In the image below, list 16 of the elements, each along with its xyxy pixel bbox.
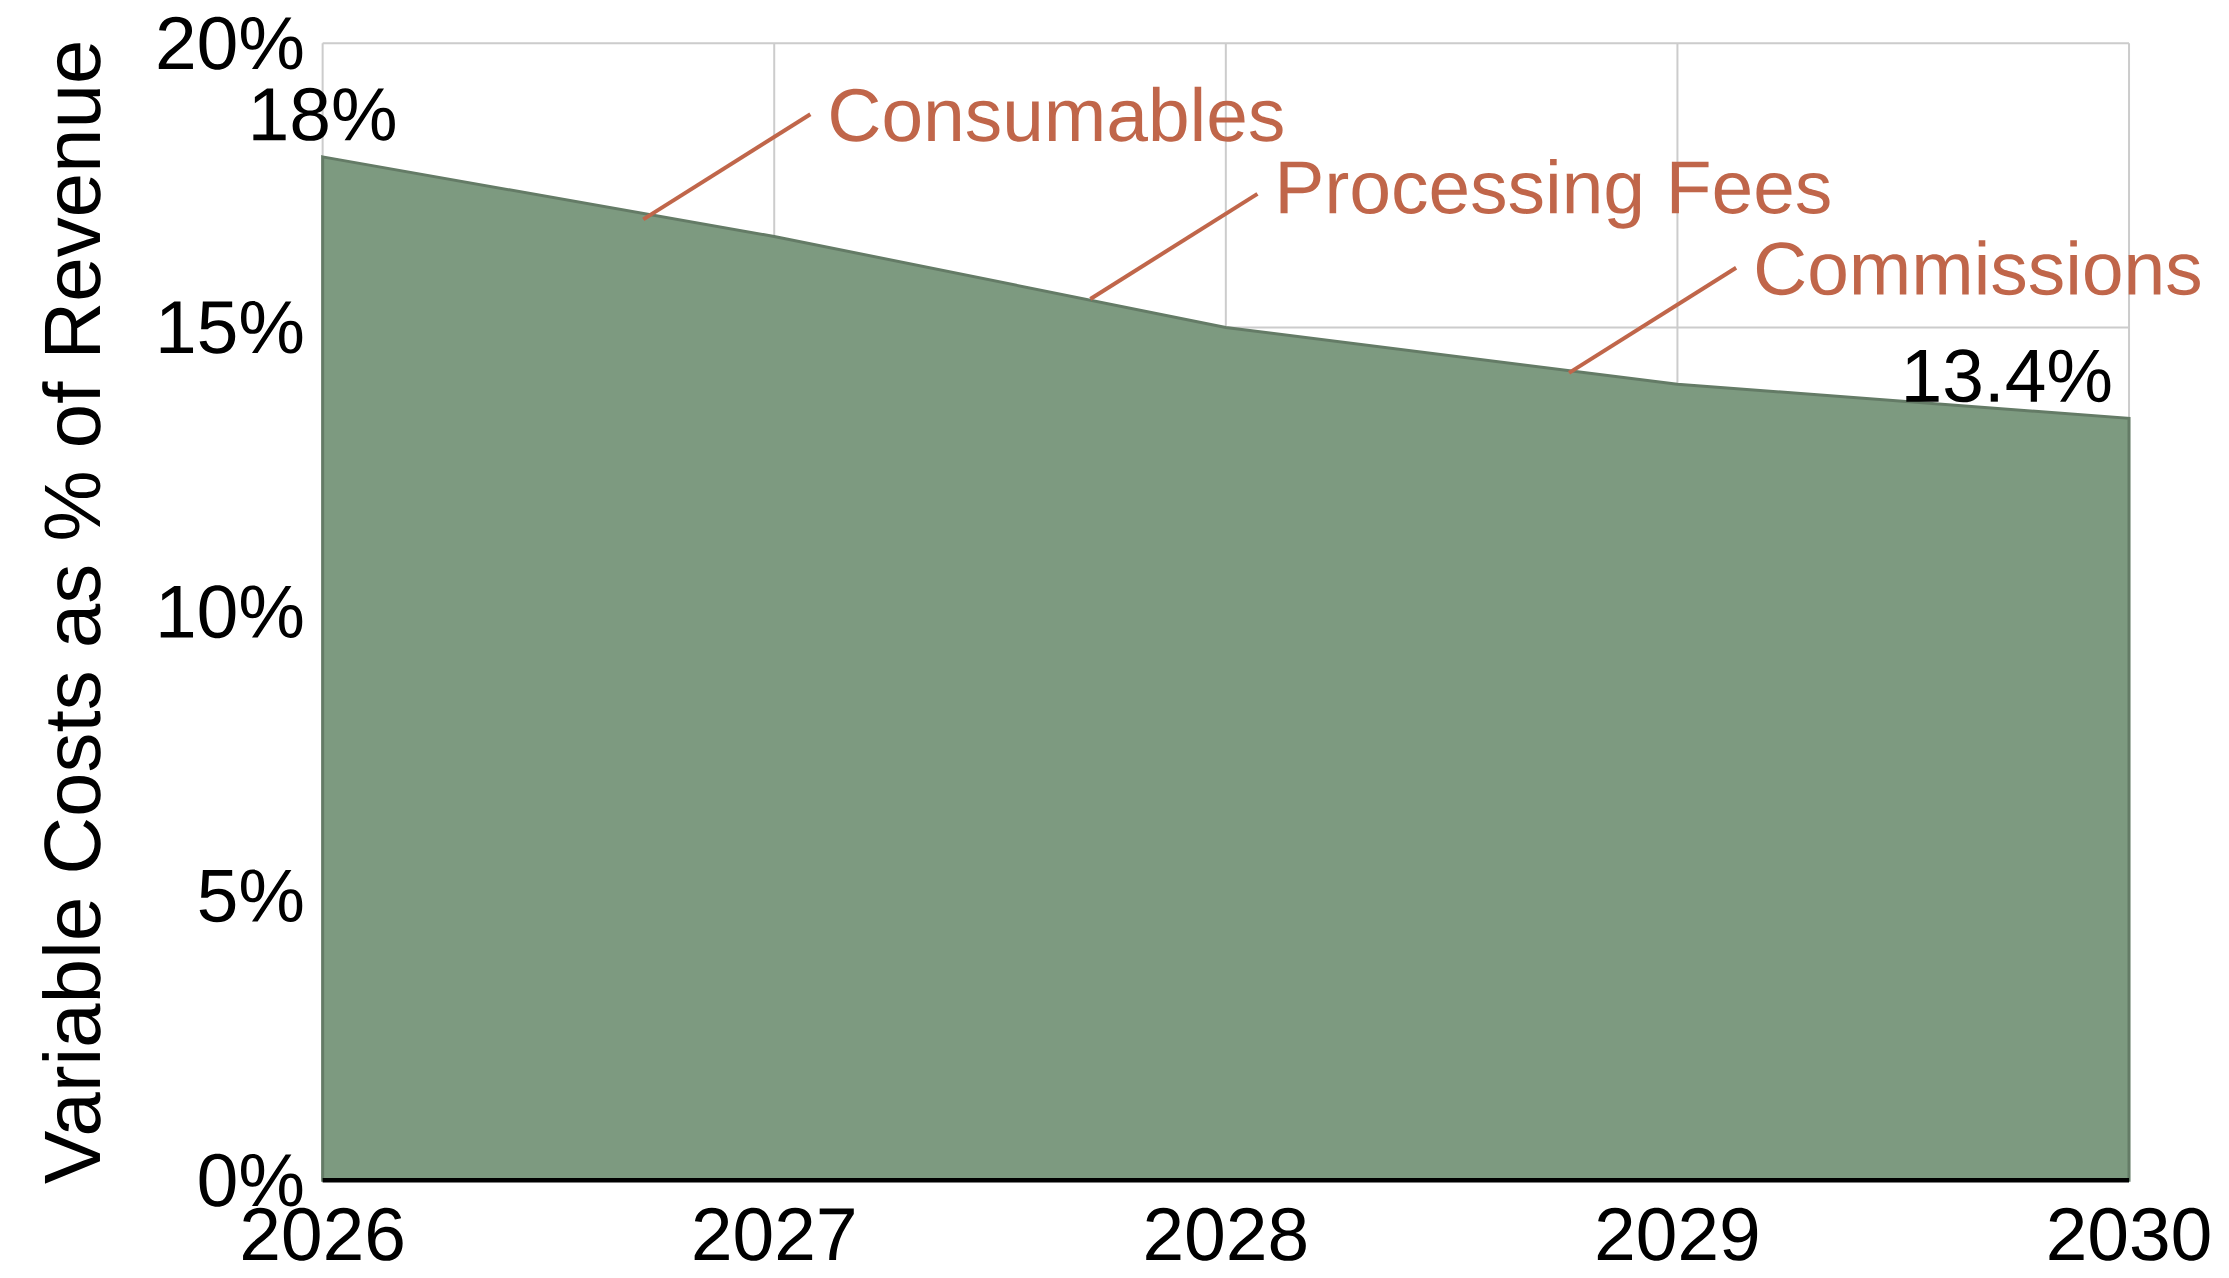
x-tick-label: 2026 (243, 1207, 403, 1261)
data-label: 13.4% (1906, 349, 2111, 403)
x-tick-label: 2029 (1597, 1207, 1758, 1261)
data-label: 18% (253, 87, 395, 141)
y-tick-label: 10% (160, 585, 303, 639)
x-tick-label: 2027 (694, 1207, 854, 1261)
y-tick-label: 5% (199, 869, 303, 923)
x-tick-label: 2030 (2049, 1207, 2210, 1261)
annotation: Commissions (1756, 240, 2200, 296)
annotation: Consumables (831, 86, 1283, 142)
annotation: Processing Fees (1280, 159, 1830, 229)
y-axis-title: Variable Costs as % of Revenue (42, 43, 101, 1184)
y-tick-label: 0% (199, 1153, 303, 1207)
y-tick-label: 15% (160, 301, 303, 354)
y-tick-label: 20% (158, 16, 303, 70)
x-tick-label: 2028 (1146, 1207, 1306, 1261)
